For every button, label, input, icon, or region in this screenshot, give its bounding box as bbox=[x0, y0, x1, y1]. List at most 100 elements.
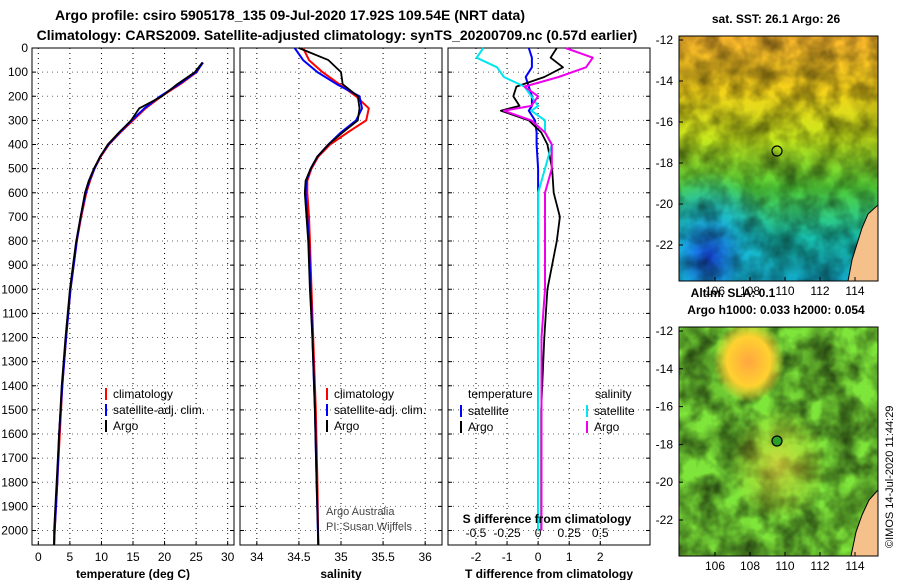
x-tick-label: 5 bbox=[67, 550, 74, 564]
s-diff-tick-label: -0.5 bbox=[466, 526, 487, 540]
depth-tick-label: 200 bbox=[8, 89, 28, 103]
map-lon-tick: 114 bbox=[845, 559, 864, 573]
series-t-argo bbox=[499, 47, 564, 531]
salinity-legend: climatology satellite-adj. clim. Argo bbox=[326, 387, 426, 433]
legend-label-satellite: satellite-adj. clim. bbox=[113, 403, 205, 417]
map-lat-tick: -16 bbox=[656, 115, 674, 129]
ssh-map-ticks: -12 -14 -16 -18 -20 -22 106 108 110 112 114 bbox=[656, 324, 865, 573]
legend-label-satellite: satellite-adj. clim. bbox=[334, 403, 426, 417]
x-tick-label: 10 bbox=[95, 550, 109, 564]
argo-float-marker bbox=[771, 435, 783, 447]
s-diff-tick-label: -0.25 bbox=[493, 526, 521, 540]
s-difference-label: S difference from climatology bbox=[463, 512, 632, 526]
difference-panel bbox=[447, 47, 651, 546]
depth-tick-labels: 0 100 200 300 400 500 600 700 800 900 1000 1100 1200… bbox=[1, 41, 28, 538]
map-lon-tick: 108 bbox=[740, 284, 760, 298]
salinity-panel bbox=[239, 47, 443, 546]
map-lon-tick: 110 bbox=[775, 559, 794, 573]
pi-text: PI: Susan Wijffels bbox=[326, 521, 412, 533]
depth-tick-label: 0 bbox=[21, 41, 28, 55]
x-tick-label: 35 bbox=[334, 550, 348, 564]
map-lat-tick: -14 bbox=[656, 74, 674, 88]
difference-legend: temperature salinity satellite Argo sate… bbox=[460, 387, 635, 434]
depth-tick-label: 1300 bbox=[1, 355, 28, 369]
map-lat-tick: -16 bbox=[656, 400, 674, 414]
coastline-land bbox=[847, 204, 878, 281]
sst-map-title: sat. SST: 26.1 Argo: 26 bbox=[712, 12, 841, 26]
legend-label-t-satellite: satellite bbox=[468, 404, 509, 418]
salinity-xlabel: salinity bbox=[320, 567, 362, 580]
depth-tick-label: 1000 bbox=[1, 282, 28, 296]
depth-tick-label: 1500 bbox=[1, 403, 28, 417]
map-lon-tick: 106 bbox=[705, 284, 725, 298]
depth-tick-label: 1200 bbox=[1, 331, 28, 345]
x-tick-labels: 0 5 10 15 20 25 30 34 34.5 35 35.5 36 -2 -1 0 1 2 -0.5 -0.… bbox=[35, 526, 609, 564]
imos-timestamp: ©IMOS 14-Jul-2020 11:44:29 bbox=[884, 406, 896, 548]
ssh-map-frame bbox=[678, 326, 879, 557]
series-satellite-adj-clim- bbox=[53, 61, 204, 546]
sst-map-frame bbox=[678, 35, 879, 282]
sst-map-ticks: -12 -14 -16 -18 -20 -22 106 108 110 112 114 bbox=[656, 33, 865, 298]
temperature-panel bbox=[31, 47, 235, 546]
map-lat-tick: -20 bbox=[656, 475, 674, 489]
temperature-xlabel: temperature (deg C) bbox=[76, 567, 190, 580]
s-diff-tick-label: 0.5 bbox=[592, 526, 609, 540]
series-s-argo bbox=[502, 47, 594, 531]
x-tick-label: 30 bbox=[221, 550, 235, 564]
series-argo bbox=[53, 61, 204, 545]
series-argo bbox=[298, 47, 361, 546]
depth-tick-label: 700 bbox=[8, 210, 28, 224]
depth-tick-label: 400 bbox=[8, 138, 28, 152]
legend-label-t-argo: Argo bbox=[468, 420, 494, 434]
title-line-1: Argo profile: csiro 5905178_135 09-Jul-2… bbox=[55, 7, 525, 23]
depth-tick-label: 1600 bbox=[1, 427, 28, 441]
map-lon-tick: 112 bbox=[810, 284, 829, 298]
map-lon-tick: 106 bbox=[705, 559, 725, 573]
x-tick-label: 25 bbox=[189, 550, 203, 564]
x-tick-label: 15 bbox=[126, 550, 140, 564]
depth-tick-label: 100 bbox=[8, 65, 28, 79]
x-tick-label: 34 bbox=[250, 550, 264, 564]
legend-label-argo: Argo bbox=[334, 419, 360, 433]
depth-tick-label: 2000 bbox=[1, 524, 28, 538]
sla-label: Altim. SLA: 0.1 bbox=[691, 286, 776, 300]
map-lat-tick: -20 bbox=[656, 197, 674, 211]
x-tick-label: 0 bbox=[35, 550, 42, 564]
legend-label-argo: Argo bbox=[113, 419, 139, 433]
x-tick-label: 36 bbox=[418, 550, 432, 564]
depth-tick-label: 1900 bbox=[1, 499, 28, 513]
depth-tick-label: 600 bbox=[8, 186, 28, 200]
x-tick-label: -2 bbox=[471, 550, 482, 564]
x-tick-label: 1 bbox=[566, 550, 573, 564]
s-diff-tick-label: 0.25 bbox=[558, 526, 582, 540]
depth-tick-label: 1100 bbox=[2, 306, 28, 320]
argo-float-marker bbox=[771, 145, 783, 157]
map-lat-tick: -12 bbox=[656, 33, 674, 47]
x-tick-label: -1 bbox=[502, 550, 513, 564]
legend-title-salinity: salinity bbox=[595, 387, 632, 401]
map-lat-tick: -14 bbox=[656, 362, 674, 376]
t-difference-xlabel: T difference from climatology bbox=[465, 567, 633, 580]
map-lat-tick: -12 bbox=[656, 324, 674, 338]
map-lon-tick: 114 bbox=[845, 284, 864, 298]
map-lat-tick: -22 bbox=[656, 513, 674, 527]
s-diff-tick-label: 0 bbox=[535, 526, 542, 540]
title-line-2: Climatology: CARS2009. Satellite-adjuste… bbox=[37, 27, 638, 43]
x-tick-label: 20 bbox=[158, 550, 172, 564]
x-tick-label: 2 bbox=[597, 550, 604, 564]
legend-label-climatology: climatology bbox=[113, 387, 173, 401]
depth-tick-label: 800 bbox=[8, 234, 28, 248]
grid bbox=[32, 47, 650, 545]
x-tick-label: 35.5 bbox=[371, 550, 395, 564]
map-lat-tick: -18 bbox=[656, 156, 674, 170]
ssh-map bbox=[679, 327, 878, 556]
legend-label-s-argo: Argo bbox=[594, 420, 620, 434]
coastline-land bbox=[850, 489, 878, 556]
series-climatology bbox=[302, 47, 370, 546]
x-tick-label: 34.5 bbox=[287, 550, 311, 564]
sst-map bbox=[679, 36, 878, 281]
map-lon-tick: 108 bbox=[740, 559, 760, 573]
depth-tick-label: 1700 bbox=[1, 451, 28, 465]
legend-label-climatology: climatology bbox=[334, 387, 394, 401]
